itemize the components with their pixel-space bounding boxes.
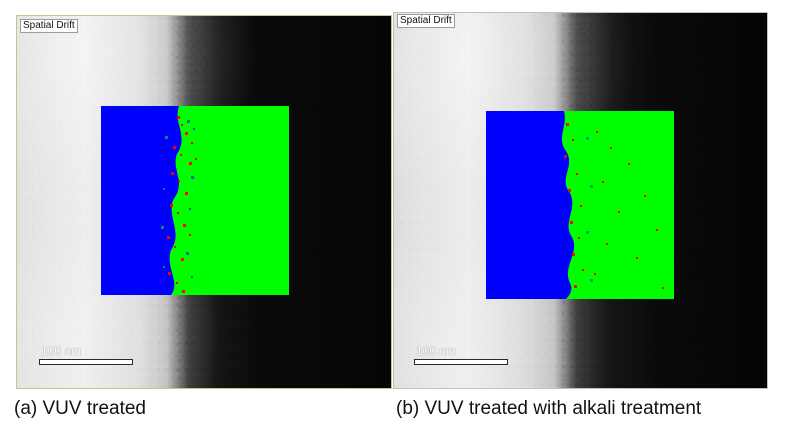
image-panel-a: Spatial Drift 100 nm bbox=[16, 15, 392, 389]
scale-bar bbox=[414, 359, 508, 365]
image-panel-b: Spatial Drift 100 nm bbox=[393, 12, 768, 389]
spatial-drift-tag: Spatial Drift bbox=[397, 14, 455, 28]
elemental-map-overlay bbox=[101, 106, 289, 295]
spatial-drift-tag: Spatial Drift bbox=[20, 19, 78, 33]
caption-b: (b) VUV treated with alkali treatment bbox=[396, 398, 702, 419]
scale-label: 100 nm bbox=[416, 344, 457, 358]
caption-a: (a) VUV treated bbox=[14, 398, 146, 419]
scale-bar bbox=[39, 359, 133, 365]
elemental-map-overlay bbox=[486, 111, 674, 299]
scale-label: 100 nm bbox=[41, 344, 82, 358]
